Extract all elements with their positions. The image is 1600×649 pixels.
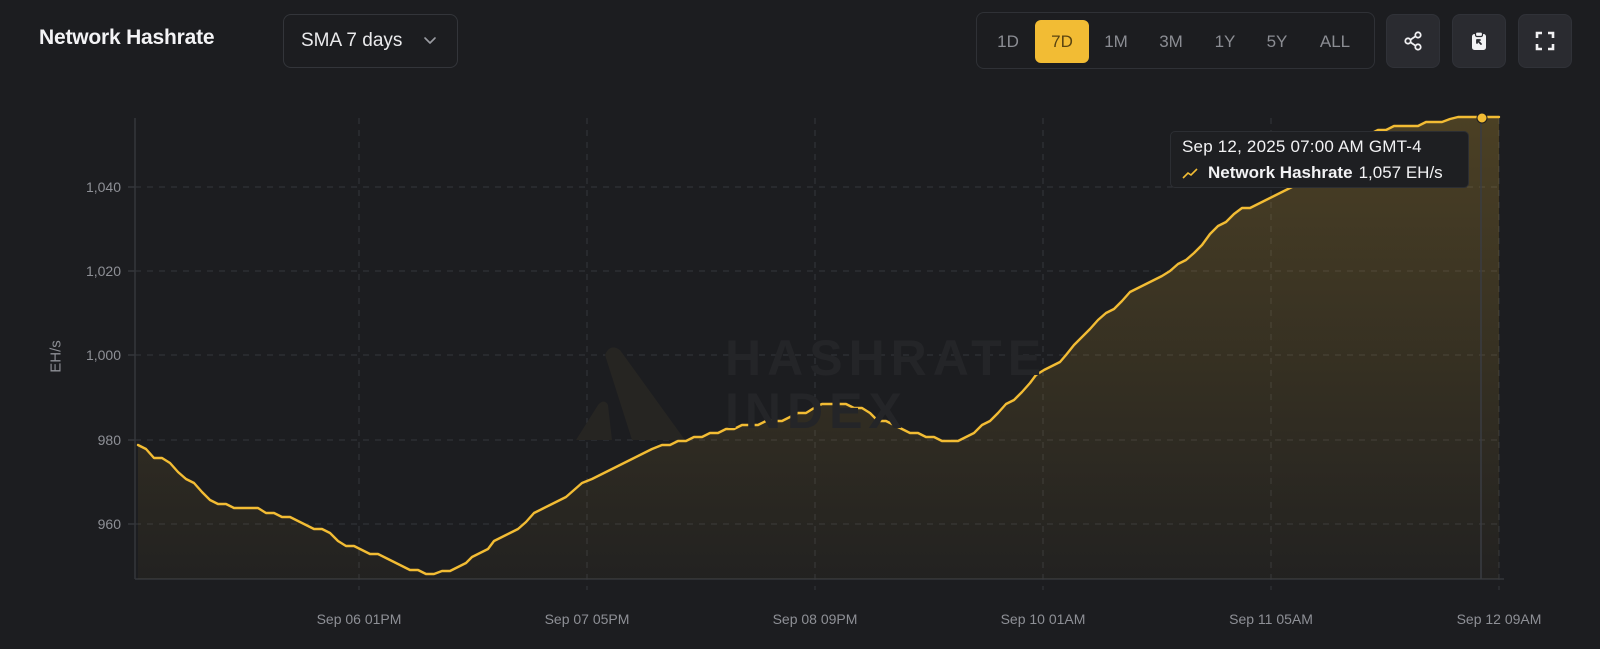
hover-point: [1476, 112, 1488, 124]
chart-tooltip: Sep 12, 2025 07:00 AM GMT-4 Network Hash…: [1170, 131, 1469, 188]
hashrate-line: [136, 115, 1501, 576]
x-tick: Sep 11 05AM: [1229, 611, 1313, 627]
area-fill: [138, 117, 1499, 579]
tooltip-date: Sep 12, 2025 07:00 AM GMT-4: [1182, 137, 1422, 156]
range-1d-button[interactable]: 1D: [997, 31, 1019, 51]
fullscreen-button[interactable]: [1518, 14, 1572, 68]
x-tick: Sep 06 01PM: [316, 611, 402, 627]
y-tick: 1,020: [85, 263, 121, 279]
watermark-line2: INDEX: [725, 383, 908, 439]
sma-period-select[interactable]: SMA 7 days: [283, 14, 458, 68]
y-tick: 980: [97, 432, 121, 448]
time-range-group: 1D 7D 1M 3M 1Y 5Y ALL: [976, 12, 1375, 69]
x-tick: Sep 12 09AM: [1456, 611, 1542, 627]
share-button[interactable]: [1386, 14, 1440, 68]
y-tick: 1,000: [85, 347, 121, 363]
range-3m-button[interactable]: 3M: [1159, 31, 1183, 51]
range-all-button[interactable]: ALL: [1319, 31, 1351, 51]
watermark: HASHRATE INDEX: [725, 332, 1047, 438]
tooltip-value: 1,057 EH/s: [1358, 163, 1443, 182]
range-1y-button[interactable]: 1Y: [1214, 31, 1236, 51]
tooltip-series-name: Network Hashrate: [1208, 163, 1353, 182]
fullscreen-icon: [1535, 31, 1555, 51]
page-title: Network Hashrate: [39, 26, 215, 49]
range-1m-button[interactable]: 1M: [1104, 31, 1128, 51]
share-icon: [1404, 31, 1422, 51]
line-series-icon: [1182, 168, 1198, 179]
x-tick: Sep 08 09PM: [772, 611, 858, 627]
watermark-logo: [576, 347, 685, 440]
copy-image-button[interactable]: [1452, 14, 1506, 68]
y-axis-label: EH/s: [47, 340, 65, 373]
x-tick: Sep 10 01AM: [1000, 611, 1086, 627]
y-tick: 1,040: [85, 179, 121, 195]
range-7d-button[interactable]: 7D: [1035, 20, 1089, 63]
tick-marks: [128, 186, 135, 525]
chevron-down-icon: [424, 37, 436, 44]
y-tick: 960: [97, 516, 121, 532]
x-tick: Sep 07 05PM: [544, 611, 630, 627]
watermark-line1: HASHRATE: [725, 330, 1048, 386]
clipboard-icon: [1472, 31, 1486, 50]
sma-selected-value: SMA 7 days: [301, 30, 403, 51]
range-5y-button[interactable]: 5Y: [1266, 31, 1288, 51]
